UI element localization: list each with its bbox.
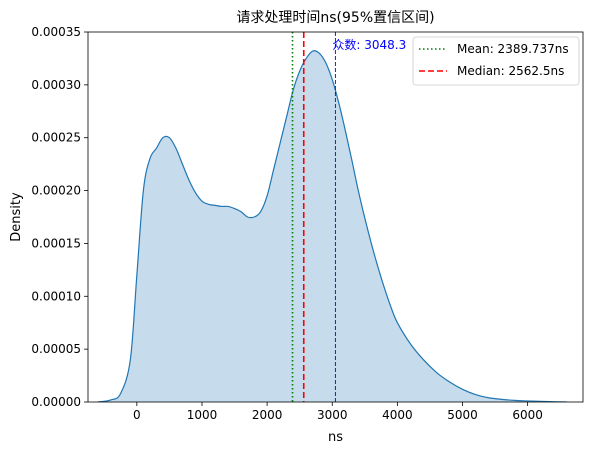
x-tick-label: 2000 — [252, 408, 283, 422]
y-tick-label: 0.00030 — [31, 78, 81, 92]
x-axis: 0 1000 2000 3000 4000 5000 6000 — [133, 402, 543, 422]
axes-frame — [87, 31, 584, 403]
density-area-0 — [97, 50, 567, 402]
y-axis: 0.00000 0.00005 0.00010 0.00015 0.00020 0.000… — [31, 25, 88, 409]
x-tick-label: 6000 — [512, 408, 543, 422]
x-tick-label: 4000 — [382, 408, 413, 422]
mode-annotation-group: 众数: 3048.3 — [332, 37, 406, 52]
y-tick-label: 0.00035 — [31, 25, 81, 39]
density-line-0 — [97, 50, 567, 402]
x-axis-label: ns — [328, 430, 343, 445]
x-tick-label: 0 — [133, 408, 141, 422]
x-tick-label: 3000 — [317, 408, 348, 422]
y-tick-label: 0.00000 — [31, 395, 81, 409]
y-tick-label: 0.00015 — [31, 236, 81, 250]
legend-label: Median: 2562.5ns — [457, 64, 564, 78]
y-tick-label: 0.00025 — [31, 131, 81, 145]
mode-annotation: 众数: 3048.3 — [332, 37, 406, 52]
x-tick-label: 5000 — [447, 408, 478, 422]
y-tick-label: 0.00005 — [31, 342, 81, 356]
y-tick-label: 0.00020 — [31, 184, 81, 198]
chart-title: 请求处理时间ns(95%置信区间) — [236, 10, 434, 26]
legend: Mean: 2389.737ns Median: 2562.5ns — [412, 36, 580, 86]
x-tick-label: 1000 — [187, 408, 218, 422]
legend-label: Mean: 2389.737ns — [457, 42, 569, 56]
plot-area — [97, 32, 567, 402]
legend-box — [412, 36, 580, 86]
y-tick-label: 0.00010 — [31, 289, 81, 303]
y-axis-label: Density — [9, 192, 24, 242]
